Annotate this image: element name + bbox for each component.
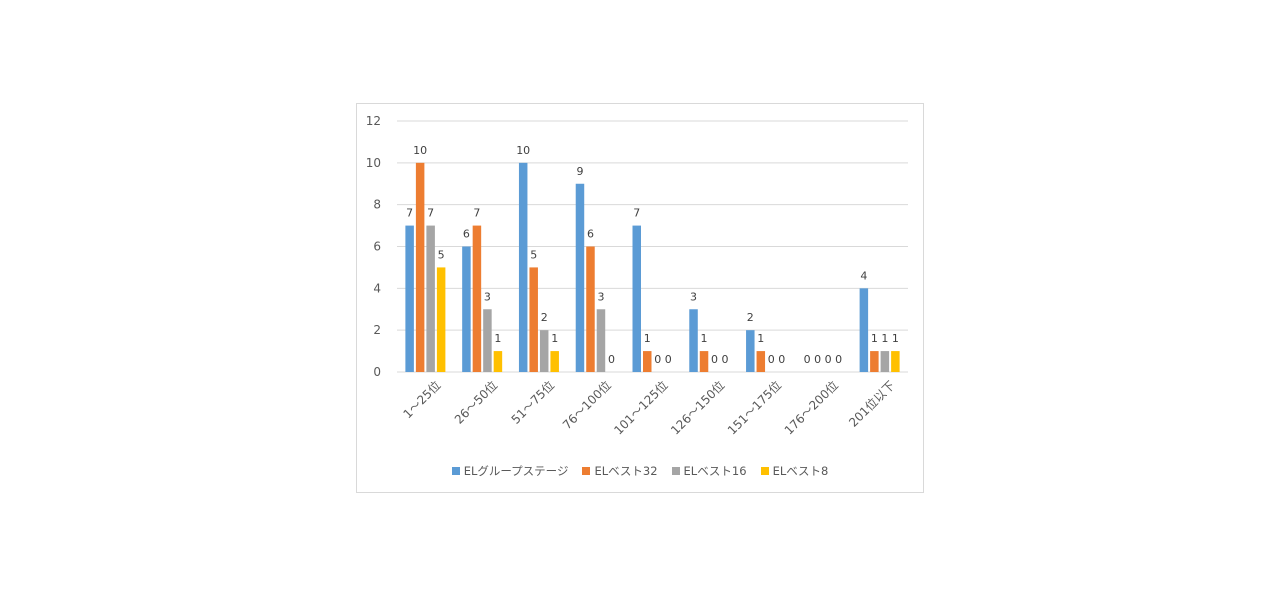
data-label: 7: [473, 207, 480, 220]
data-label: 4: [860, 269, 867, 282]
x-tick-label: 1～25位: [400, 378, 444, 422]
data-label: 10: [516, 144, 530, 157]
data-label: 0: [711, 353, 718, 366]
bar: [483, 309, 492, 372]
bar: [493, 351, 503, 372]
bar: [472, 225, 482, 372]
legend-label: ELグループステージ: [463, 464, 569, 478]
y-tick-label: 0: [373, 365, 381, 379]
bar: [436, 267, 446, 372]
legend-swatch: [671, 467, 680, 475]
y-tick-label: 4: [373, 281, 381, 295]
data-label: 2: [541, 311, 548, 324]
y-tick-label: 10: [366, 156, 381, 170]
data-label: 7: [427, 207, 434, 220]
legend-label: ELベスト8: [772, 464, 829, 478]
data-label: 6: [587, 228, 594, 241]
legend-label: ELベスト16: [683, 464, 747, 478]
data-label: 0: [722, 353, 729, 366]
data-label: 0: [814, 353, 821, 366]
bar: [575, 183, 585, 372]
data-label: 1: [871, 332, 878, 345]
bar: [880, 351, 890, 372]
data-label: 5: [530, 248, 537, 261]
legend-label: ELベスト32: [594, 464, 658, 478]
bar: [870, 351, 879, 372]
x-tick-label: 176～200位: [781, 378, 841, 438]
bar: [891, 351, 900, 372]
bar: [586, 246, 595, 372]
data-label: 2: [747, 311, 754, 324]
chart-legend: ELグループステージ ELベスト32 ELベスト16 ELベスト8: [357, 463, 923, 479]
x-tick-label: 76～100位: [559, 378, 614, 433]
data-label: 0: [654, 353, 661, 366]
data-label: 1: [494, 332, 501, 345]
data-label: 1: [551, 332, 558, 345]
bar: [539, 330, 549, 372]
x-tick-label: 26～50位: [451, 378, 500, 427]
x-tick-label: 126～150位: [667, 378, 727, 438]
data-label: 3: [690, 290, 697, 303]
data-label: 1: [701, 332, 708, 345]
bar: [756, 351, 766, 372]
legend-item: ELベスト8: [760, 463, 829, 479]
data-label: 1: [892, 332, 899, 345]
data-label: 7: [406, 207, 413, 220]
data-label: 6: [463, 228, 470, 241]
data-label: 10: [413, 144, 427, 157]
bar: [415, 162, 425, 372]
data-label: 0: [825, 353, 832, 366]
legend-swatch: [451, 467, 460, 475]
y-tick-label: 12: [366, 114, 381, 128]
bar: [643, 351, 652, 372]
data-label: 0: [778, 353, 785, 366]
legend-swatch: [582, 467, 591, 475]
y-tick-label: 8: [373, 198, 381, 212]
data-label: 0: [835, 353, 842, 366]
bar: [462, 246, 471, 372]
data-label: 5: [438, 248, 445, 261]
bar: [632, 225, 641, 372]
data-label: 0: [768, 353, 775, 366]
legend-item: ELベスト16: [671, 463, 747, 479]
chart-frame: 0 2 4 6 8 10 12 7 10 7 5 1～25位 6 7 3 1 26～50位 10 5 2 1 51～75位…: [356, 103, 924, 493]
x-tick-label: 51～75位: [508, 378, 557, 427]
bar: [699, 351, 709, 372]
data-label: 0: [804, 353, 811, 366]
bar-chart: 024681012710751～25位673126～50位1052151～75位…: [366, 114, 908, 438]
legend-item: ELグループステージ: [451, 463, 569, 479]
data-label: 1: [757, 332, 764, 345]
x-tick-label: 101～125位: [611, 378, 671, 438]
x-tick-label: 201位以下: [845, 378, 897, 430]
bar: [859, 288, 869, 372]
data-label: 0: [608, 353, 615, 366]
bar: [426, 225, 435, 372]
bar: [550, 351, 559, 372]
bar: [529, 267, 538, 372]
bar: [518, 162, 528, 372]
y-tick-label: 2: [373, 323, 381, 337]
y-tick-label: 6: [373, 240, 381, 254]
bar: [746, 330, 755, 372]
x-tick-label: 151～175位: [724, 378, 784, 438]
data-label: 9: [576, 165, 583, 178]
data-label: 7: [633, 207, 640, 220]
data-label: 1: [881, 332, 888, 345]
bar: [689, 309, 698, 372]
bar: [405, 225, 414, 372]
data-label: 3: [484, 290, 491, 303]
data-label: 0: [665, 353, 672, 366]
legend-item: ELベスト32: [582, 463, 658, 479]
bar: [596, 309, 606, 372]
data-label: 3: [597, 290, 604, 303]
data-label: 1: [644, 332, 651, 345]
legend-swatch: [760, 467, 769, 475]
